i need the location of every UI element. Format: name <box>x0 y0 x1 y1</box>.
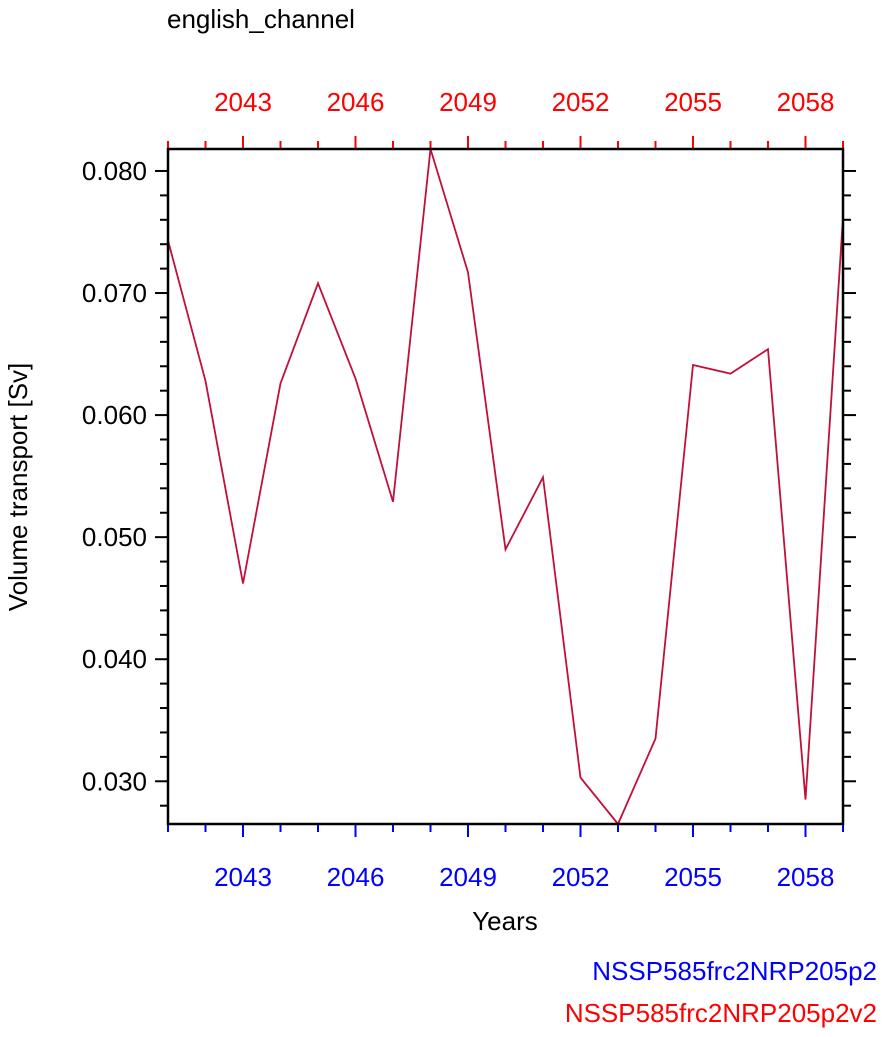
x-tick-label-top: 2043 <box>214 87 272 117</box>
plot-frame <box>166 147 845 826</box>
top-x-tick-labels: 2043 2046 2049 2052 2055 2058 <box>214 87 834 117</box>
x-tick-label-top: 2052 <box>552 87 610 117</box>
x-tick-label-top: 2058 <box>777 87 835 117</box>
y-tick-label: 0.040 <box>82 644 147 674</box>
y-tick-labels: 0.030 0.040 0.050 0.060 0.070 0.080 <box>82 156 147 796</box>
y-axis-label: Volume transport [Sv] <box>3 363 33 612</box>
x-tick-label-bottom: 2049 <box>439 862 497 892</box>
x-tick-label-bottom: 2052 <box>552 862 610 892</box>
chart-title: english_channel <box>167 4 355 34</box>
y-tick-label: 0.060 <box>82 400 147 430</box>
x-tick-label-top: 2046 <box>327 87 385 117</box>
x-tick-label-bottom: 2055 <box>664 862 722 892</box>
x-tick-label-bottom: 2058 <box>777 862 835 892</box>
y-tick-label: 0.070 <box>82 278 147 308</box>
axis-ticks <box>155 136 856 837</box>
legend-entry-1: NSSP585frc2NRP205p2 <box>592 956 877 986</box>
bottom-x-tick-labels: 2043 2046 2049 2052 2055 2058 <box>214 862 834 892</box>
y-tick-label: 0.030 <box>82 766 147 796</box>
x-tick-label-bottom: 2046 <box>327 862 385 892</box>
x-tick-label-bottom: 2043 <box>214 862 272 892</box>
series-line <box>167 148 844 826</box>
data-series-layer <box>167 148 844 826</box>
y-tick-label: 0.080 <box>82 156 147 186</box>
x-axis-label: Years <box>472 906 538 936</box>
x-tick-label-top: 2049 <box>439 87 497 117</box>
legend-entry-2: NSSP585frc2NRP205p2v2 <box>565 998 877 1028</box>
x-tick-label-top: 2055 <box>664 87 722 117</box>
y-tick-label: 0.050 <box>82 522 147 552</box>
